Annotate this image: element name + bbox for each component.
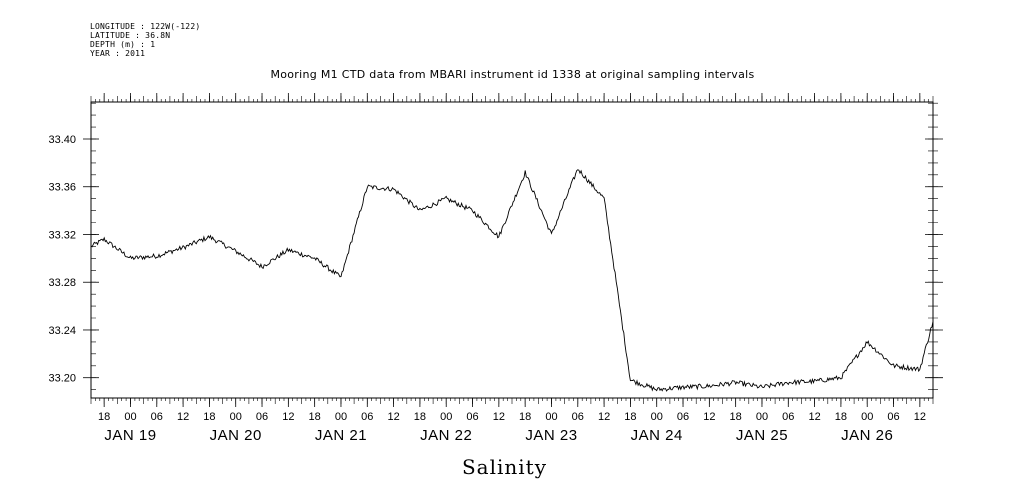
x-tick-label: 00 <box>651 411 663 423</box>
x-tick-label: 06 <box>782 411 794 423</box>
x-tick-label: 12 <box>808 411 820 423</box>
x-tick-label: 00 <box>756 411 768 423</box>
x-tick-label: 12 <box>493 411 505 423</box>
x-day-label: JAN 22 <box>420 427 472 444</box>
x-tick-label: 12 <box>598 411 610 423</box>
x-day-label: JAN 20 <box>210 427 262 444</box>
x-tick-label: 18 <box>624 411 636 423</box>
y-tick-label: 33.36 <box>48 182 76 194</box>
x-minor-ticks <box>90 96 934 404</box>
x-tick-label: 06 <box>677 411 689 423</box>
plot-frame <box>90 101 934 399</box>
x-tick-label: 00 <box>861 411 873 423</box>
x-tick-label: 12 <box>703 411 715 423</box>
y-tick-label: 33.28 <box>48 277 76 289</box>
series-line <box>90 169 934 392</box>
y-tick-label: 33.40 <box>48 134 76 146</box>
x-tick-label: 18 <box>519 411 531 423</box>
x-tick-label: 12 <box>914 411 926 423</box>
x-day-label: JAN 23 <box>525 427 577 444</box>
latitude-text: LATITUDE : 36.8N <box>90 31 171 40</box>
x-tick-label: 06 <box>466 411 478 423</box>
x-day-label: JAN 19 <box>104 427 156 444</box>
x-day-label: JAN 26 <box>841 427 893 444</box>
x-tick-label: 18 <box>203 411 215 423</box>
metadata-block: LONGITUDE : 122W(-122) LATITUDE : 36.8N … <box>90 22 200 58</box>
x-day-label: JAN 25 <box>736 427 788 444</box>
x-tick-label: 06 <box>887 411 899 423</box>
x-tick-label: 00 <box>124 411 136 423</box>
x-tick-label: 06 <box>572 411 584 423</box>
x-tick-label: 12 <box>387 411 399 423</box>
x-tick-label: 18 <box>414 411 426 423</box>
x-day-label: JAN 24 <box>631 427 683 444</box>
x-tick-label: 06 <box>151 411 163 423</box>
x-tick-label: 18 <box>309 411 321 423</box>
y-tick-label: 33.24 <box>48 325 76 337</box>
x-tick-label: 00 <box>230 411 242 423</box>
x-tick-label: 00 <box>545 411 557 423</box>
y-minor-ticks <box>91 102 938 390</box>
x-tick-label: 12 <box>282 411 294 423</box>
x-tick-label: 00 <box>440 411 452 423</box>
y-tick-label: 33.32 <box>48 229 76 241</box>
x-tick-label: 00 <box>335 411 347 423</box>
x-tick-label: 18 <box>835 411 847 423</box>
x-tick-label: 12 <box>177 411 189 423</box>
x-axis-label: Salinity <box>461 455 548 479</box>
x-day-label: JAN 21 <box>315 427 367 444</box>
depth-text: DEPTH (m) : 1 <box>90 40 156 49</box>
x-tick-label: 18 <box>730 411 742 423</box>
chart-title: Mooring M1 CTD data from MBARI instrumen… <box>270 68 755 81</box>
longitude-text: LONGITUDE : 122W(-122) <box>90 22 201 31</box>
year-text: YEAR : 2011 <box>90 49 146 58</box>
x-tick-label: 18 <box>98 411 110 423</box>
x-tick-label: 06 <box>256 411 268 423</box>
x-tick-label: 06 <box>361 411 373 423</box>
y-tick-label: 33.20 <box>48 373 76 385</box>
